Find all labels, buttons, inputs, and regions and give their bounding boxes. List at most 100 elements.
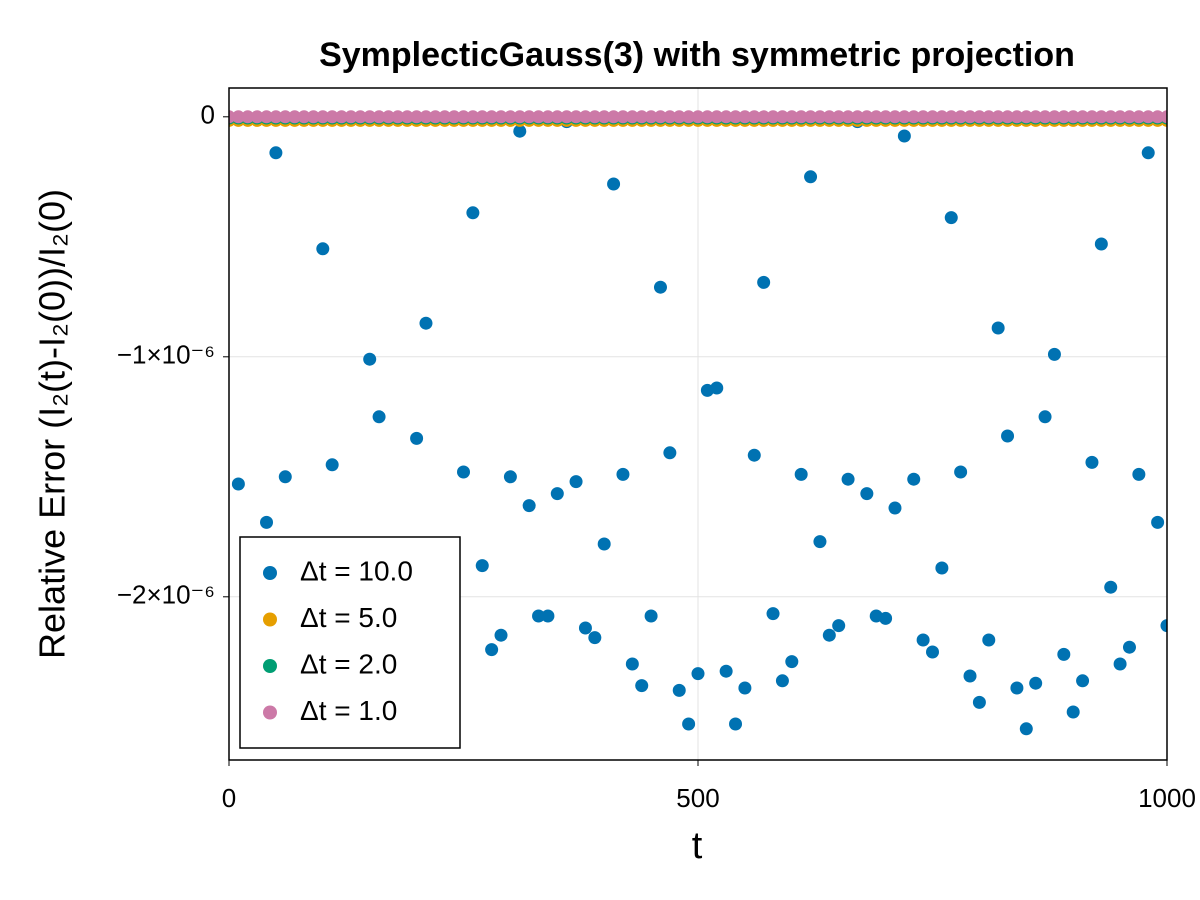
point [982,110,996,124]
point [991,321,1005,335]
point [1076,674,1090,688]
point [916,110,930,124]
point [344,110,358,124]
point [682,717,696,731]
point [954,465,968,479]
point [485,643,499,657]
point [1019,110,1033,124]
point [775,110,789,124]
legend-label: Δt = 1.0 [300,695,397,726]
point [278,110,292,124]
point [316,242,330,256]
point [503,110,517,124]
point [691,667,705,681]
point [325,110,339,124]
point [466,206,480,220]
point [269,110,283,124]
point [231,110,245,124]
point [1122,110,1136,124]
point [653,110,667,124]
point [522,499,536,513]
point [410,110,424,124]
point [1104,580,1118,594]
point [607,110,621,124]
x-axis-label: t [692,825,703,867]
point [682,110,696,124]
point [260,515,274,529]
point [1038,110,1052,124]
point [963,669,977,683]
point [813,110,827,124]
point [1001,429,1015,443]
point [578,621,592,635]
plot-area [229,110,1167,736]
y-tick-label: −1×10⁻⁶ [117,340,215,370]
point [822,110,836,124]
point [794,110,808,124]
point [1076,110,1090,124]
point [757,110,771,124]
point [907,472,921,486]
point [926,110,939,124]
point [897,129,911,143]
point [588,631,602,645]
point [1141,110,1155,124]
point [466,110,480,124]
point [916,633,930,647]
point [288,110,302,124]
point [935,561,949,575]
legend-label: Δt = 2.0 [300,648,397,679]
legend-label: Δt = 10.0 [300,555,413,586]
legend-marker [263,566,277,580]
point [1160,110,1167,124]
point [475,110,489,124]
point [1066,705,1080,719]
point [278,470,292,484]
point [372,410,386,424]
point [860,487,874,501]
point [653,280,667,294]
point [907,110,921,124]
point [325,458,339,472]
point [1029,676,1043,690]
point [1113,657,1127,671]
point [1057,110,1071,124]
point [944,110,958,124]
point [635,110,649,124]
point [1085,455,1099,469]
legend-marker [263,659,277,673]
y-tick-label: 0 [201,100,215,130]
point [241,110,255,124]
point [888,110,902,124]
point [485,110,499,124]
point [691,110,705,124]
point [785,110,799,124]
point [926,645,939,659]
legend-marker [263,612,277,627]
point [1047,110,1061,124]
y-tick-label: −2×10⁻⁶ [117,580,215,610]
point [616,467,630,481]
point [597,110,611,124]
point [494,110,508,124]
point [457,110,470,124]
point [513,124,527,138]
point [804,170,818,184]
point [869,110,883,124]
point [963,110,977,124]
point [766,607,780,621]
point [644,609,658,623]
point [569,475,583,489]
point [513,110,527,124]
point [391,110,405,124]
point [363,110,377,124]
point [710,381,724,395]
point [1029,110,1043,124]
point [532,110,546,124]
point [550,487,564,501]
point [250,110,264,124]
point [381,110,395,124]
point [1001,110,1015,124]
x-tick-label: 500 [676,783,719,813]
